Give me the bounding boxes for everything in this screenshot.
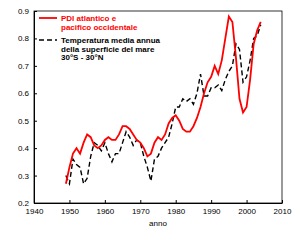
- x-tick: 1950: [61, 200, 79, 216]
- y-tick-label: 0.3: [18, 172, 30, 181]
- x-tick: 1990: [203, 200, 221, 216]
- y-tick-label: 0.8: [18, 34, 30, 43]
- y-tick-mark: [34, 66, 37, 67]
- y-tick: 0.6: [18, 89, 37, 98]
- y-tick-label: 0.5: [18, 117, 30, 126]
- x-tick-mark: [247, 200, 248, 203]
- y-tick-label: 0.4: [18, 144, 30, 153]
- y-tick-label: 0.6: [18, 89, 30, 98]
- x-axis-title: anno: [149, 219, 167, 228]
- y-tick-mark: [34, 203, 37, 204]
- y-tick: 0.5: [18, 117, 37, 126]
- x-tick-mark: [211, 200, 212, 203]
- y-tick: 0.8: [18, 34, 37, 43]
- y-tick: 0.2: [18, 199, 37, 208]
- y-tick-mark: [34, 176, 37, 177]
- plot-frame: [34, 11, 282, 203]
- x-tick-label: 1950: [61, 207, 79, 216]
- y-tick-mark: [34, 148, 37, 149]
- x-tick-mark: [69, 200, 70, 203]
- legend: PDI atlantico epacifico occidentale Tempe…: [39, 14, 161, 62]
- y-tick: 0.7: [18, 62, 37, 71]
- chart: 194019501960197019801990200020100.20.30.…: [0, 0, 300, 229]
- y-tick-mark: [34, 93, 37, 94]
- y-tick: 0.9: [18, 7, 37, 16]
- y-tick-label: 0.2: [18, 199, 30, 208]
- x-tick-label: 1980: [167, 207, 185, 216]
- x-tick-label: 1970: [132, 207, 150, 216]
- x-tick: 1970: [132, 200, 150, 216]
- legend-swatch: [39, 17, 57, 19]
- y-tick-mark: [34, 121, 37, 122]
- legend-swatch: [39, 39, 57, 40]
- y-tick-mark: [34, 11, 37, 12]
- x-tick: 2000: [238, 200, 256, 216]
- x-tick: 1960: [96, 200, 114, 216]
- x-tick-label: 1990: [203, 207, 221, 216]
- x-tick: 1980: [167, 200, 185, 216]
- x-tick: 2010: [274, 200, 292, 216]
- y-axis-line: [34, 12, 35, 204]
- y-tick: 0.3: [18, 172, 37, 181]
- x-tick-mark: [140, 200, 141, 203]
- y-tick-label: 0.9: [18, 7, 30, 16]
- x-tick-mark: [176, 200, 177, 203]
- y-axis: 0.2 0.3 0.4 0.5 0.6 0.7 0.8 0.9: [18, 7, 37, 208]
- legend-label: PDI atlantico epacifico occidentale: [61, 14, 138, 32]
- y-tick: 0.4: [18, 144, 37, 153]
- x-tick-mark: [105, 200, 106, 203]
- y-tick-label: 0.7: [18, 62, 30, 71]
- x-tick-mark: [282, 200, 283, 203]
- x-tick-label: 1960: [96, 207, 114, 216]
- x-tick-label: 2000: [238, 207, 256, 216]
- x-axis: 19401950196019701980199020002010: [26, 200, 292, 216]
- y-tick-mark: [34, 38, 37, 39]
- x-tick-label: 2010: [274, 207, 292, 216]
- legend-label: Temperatura media annuadella superficie …: [61, 36, 161, 62]
- x-axis-line: [35, 203, 283, 204]
